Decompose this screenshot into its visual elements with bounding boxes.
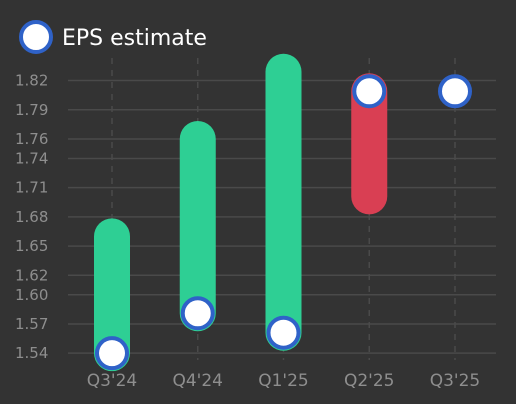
estimate-marker bbox=[95, 336, 129, 371]
y-tick-label: 1.68 bbox=[15, 208, 48, 226]
legend: EPS estimate bbox=[19, 20, 207, 54]
estimate-marker bbox=[266, 315, 301, 350]
y-tick-label: 1.76 bbox=[15, 130, 48, 148]
x-tick-label: Q2'25 bbox=[344, 371, 395, 391]
estimate-marker bbox=[180, 296, 215, 331]
bar-layer bbox=[94, 53, 388, 372]
y-tick-label: 1.62 bbox=[15, 266, 48, 284]
x-tick-label: Q3'24 bbox=[87, 371, 138, 391]
range-bar bbox=[179, 120, 216, 332]
y-tick-label: 1.71 bbox=[15, 179, 48, 197]
x-axis: Q3'24 Q4'24 Q1'25 Q2'25 Q3'25 bbox=[87, 371, 481, 391]
y-tick-label: 1.57 bbox=[15, 315, 48, 333]
y-tick-label: 1.54 bbox=[15, 344, 48, 362]
estimate-marker bbox=[438, 74, 472, 109]
y-axis: 1.54 1.57 1.60 1.62 1.65 1.68 1.71 1.741.76 1.79… bbox=[15, 72, 48, 363]
range-bar bbox=[265, 53, 302, 351]
estimate-marker bbox=[352, 74, 387, 109]
x-tick-label: Q1'25 bbox=[258, 371, 309, 391]
y-tick-label: 1.60 bbox=[15, 286, 48, 304]
y-tick-label: 1.79 bbox=[15, 101, 48, 119]
y-tick-label: 1.82 bbox=[15, 72, 48, 90]
range-bar bbox=[94, 218, 130, 372]
legend-marker-icon bbox=[19, 20, 53, 54]
x-tick-label: Q4'24 bbox=[172, 371, 223, 391]
legend-label: EPS estimate bbox=[62, 26, 207, 51]
y-tick-label: 1.74 bbox=[15, 149, 48, 167]
x-tick-label: Q3'25 bbox=[430, 371, 481, 391]
range-bar bbox=[351, 73, 388, 215]
y-tick-label: 1.65 bbox=[15, 237, 48, 255]
marker-layer bbox=[95, 74, 472, 371]
